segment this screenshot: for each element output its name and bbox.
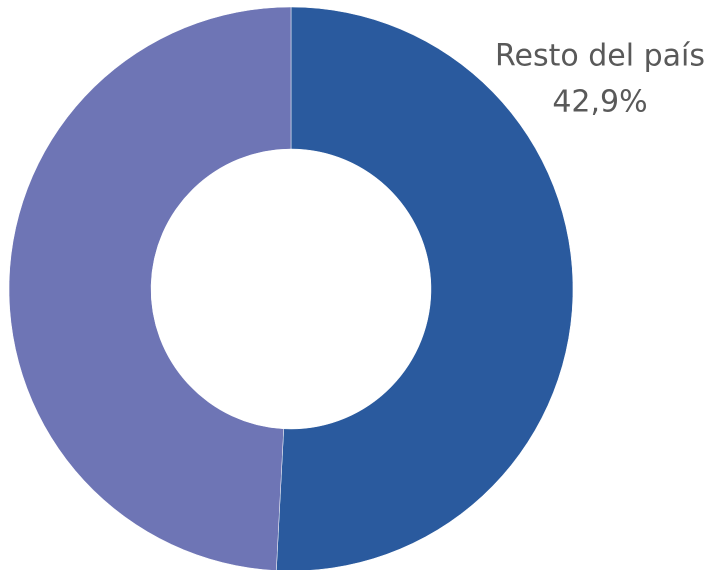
slice-label: Resto del país [495,39,705,74]
donut-slice [8,6,292,570]
donut-slice [276,6,574,570]
slice-value-label: 42,9% [552,85,647,120]
